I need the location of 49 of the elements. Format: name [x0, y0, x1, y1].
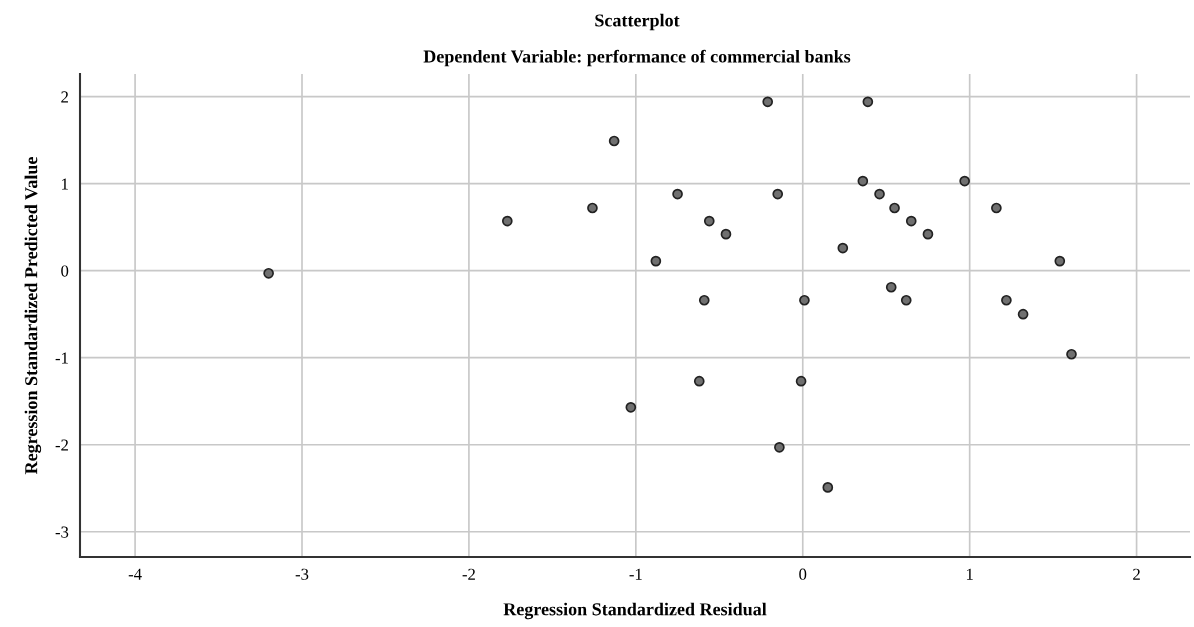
x-tick-label: -1	[629, 568, 642, 580]
point	[263, 267, 274, 279]
y-tick-label: -3	[55, 526, 69, 538]
y-axis-title: Regression Standardized Predicted Value	[24, 157, 42, 475]
point	[857, 175, 869, 187]
point	[822, 482, 834, 493]
y-tick-label: 1	[62, 178, 68, 190]
point	[1001, 294, 1012, 306]
point	[720, 228, 732, 240]
y-tick-label: -2	[55, 439, 68, 451]
x-tick-label: 0	[799, 568, 807, 580]
point	[862, 96, 874, 108]
point	[837, 242, 849, 254]
point	[587, 202, 598, 214]
point	[885, 281, 897, 293]
x-tick-label: -4	[128, 568, 142, 580]
point	[799, 294, 810, 306]
point	[874, 188, 885, 200]
y-tick-label: -1	[55, 352, 68, 364]
chart-subtitle: Dependent Variable: performance of commercial banks	[423, 49, 851, 67]
point	[650, 255, 662, 267]
point	[501, 215, 513, 227]
point	[900, 294, 912, 306]
point	[889, 202, 900, 214]
point	[698, 294, 710, 306]
x-axis-title: Regression Standardized Residual	[503, 602, 767, 620]
y-tick-label: 0	[61, 265, 69, 277]
point	[672, 188, 683, 200]
x-tick-label: 1	[966, 568, 973, 580]
point	[762, 96, 774, 108]
point	[1017, 308, 1029, 320]
point	[795, 375, 807, 387]
x-tick-label: -3	[295, 568, 309, 580]
point	[1066, 348, 1077, 360]
x-tick-label: 2	[1133, 568, 1140, 580]
point	[772, 188, 784, 200]
point	[922, 228, 934, 240]
point	[991, 202, 1002, 214]
point	[959, 175, 970, 187]
point	[703, 215, 715, 227]
point	[774, 442, 785, 453]
point	[1054, 255, 1066, 267]
x-tick-label: -2	[462, 568, 475, 580]
point	[693, 375, 705, 387]
chart-title: Scatterplot	[595, 13, 680, 31]
point	[625, 401, 637, 413]
point	[608, 135, 620, 147]
y-tick-label: 2	[61, 91, 68, 103]
point	[905, 215, 917, 227]
